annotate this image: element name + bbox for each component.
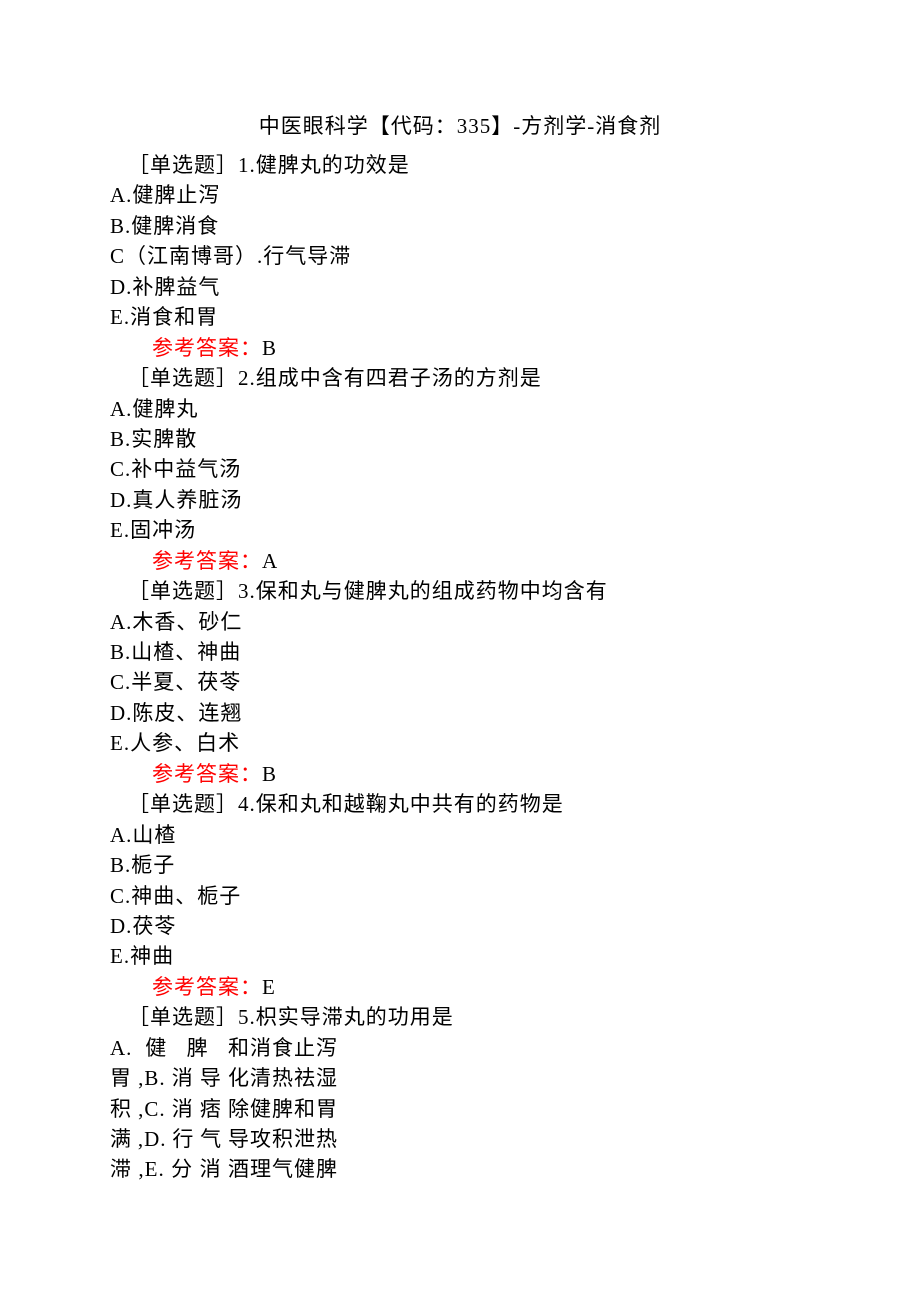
answer-value: E [262,975,276,999]
question-4-option-c: C.神曲、栀子 [110,881,810,911]
question-2-answer: 参考答案：A [152,546,810,576]
question-1-label: ［单选题］1.健脾丸的功效是 [128,150,810,180]
question-3-option-c: C.半夏、茯苓 [110,667,810,697]
answer-value: B [262,762,277,786]
q5-col2-row2: 清热祛湿 [250,1063,810,1093]
question-3-answer: 参考答案：B [152,759,810,789]
answer-label: 参考答案： [152,762,262,786]
question-1-option-a: A.健脾止泻 [110,180,810,210]
q5-col1-row4: 满,D.行气导 [110,1124,250,1154]
question-5-col2: 消食止泻 清热祛湿 健脾和胃 攻积泄热 理气健脾 [250,1033,810,1185]
question-1-option-e: E.消食和胃 [110,302,810,332]
question-2-label: ［单选题］2.组成中含有四君子汤的方剂是 [128,363,810,393]
question-4-answer: 参考答案：E [152,972,810,1002]
question-1-option-d: D.补脾益气 [110,272,810,302]
q5-col2-row3: 健脾和胃 [250,1094,810,1124]
question-4-option-b: B.栀子 [110,850,810,880]
question-5-options: A. 健 脾 和 胃,B.消导化 积,C.消痞除 满,D.行气导 滞,E.分消酒… [110,1033,810,1185]
q5-col1-row1: A. 健 脾 和 [110,1033,250,1063]
q5-col1-row3: 积,C.消痞除 [110,1094,250,1124]
question-3-option-e: E.人参、白术 [110,728,810,758]
answer-label: 参考答案： [152,336,262,360]
question-2-option-b: B.实脾散 [110,424,810,454]
question-3-label: ［单选题］3.保和丸与健脾丸的组成药物中均含有 [128,576,810,606]
q5-col2-row5: 理气健脾 [250,1154,810,1184]
q5-col2-row4: 攻积泄热 [250,1124,810,1154]
question-4-option-d: D.茯苓 [110,911,810,941]
question-1-option-c: C（江南博哥）.行气导滞 [110,241,810,271]
question-2-option-e: E.固冲汤 [110,515,810,545]
q5-col1-row5: 滞,E.分消酒 [110,1154,250,1184]
question-1-answer: 参考答案：B [152,333,810,363]
answer-label: 参考答案： [152,549,262,573]
answer-label: 参考答案： [152,975,262,999]
question-5-col1: A. 健 脾 和 胃,B.消导化 积,C.消痞除 满,D.行气导 滞,E.分消酒 [110,1033,250,1185]
question-3-option-d: D.陈皮、连翘 [110,698,810,728]
question-5-label: ［单选题］5.枳实导滞丸的功用是 [128,1002,810,1032]
answer-value: B [262,336,277,360]
question-1-option-b: B.健脾消食 [110,211,810,241]
document-title: 中医眼科学【代码：335】-方剂学-消食剂 [110,110,810,140]
question-3-option-b: B.山楂、神曲 [110,637,810,667]
q5-col2-row1: 消食止泻 [250,1033,810,1063]
question-4-label: ［单选题］4.保和丸和越鞠丸中共有的药物是 [128,789,810,819]
question-4-option-a: A.山楂 [110,820,810,850]
question-2-option-c: C.补中益气汤 [110,454,810,484]
question-2-option-a: A.健脾丸 [110,394,810,424]
question-2-option-d: D.真人养脏汤 [110,485,810,515]
question-3-option-a: A.木香、砂仁 [110,607,810,637]
q5-col1-row2: 胃,B.消导化 [110,1063,250,1093]
question-4-option-e: E.神曲 [110,941,810,971]
answer-value: A [262,549,278,573]
